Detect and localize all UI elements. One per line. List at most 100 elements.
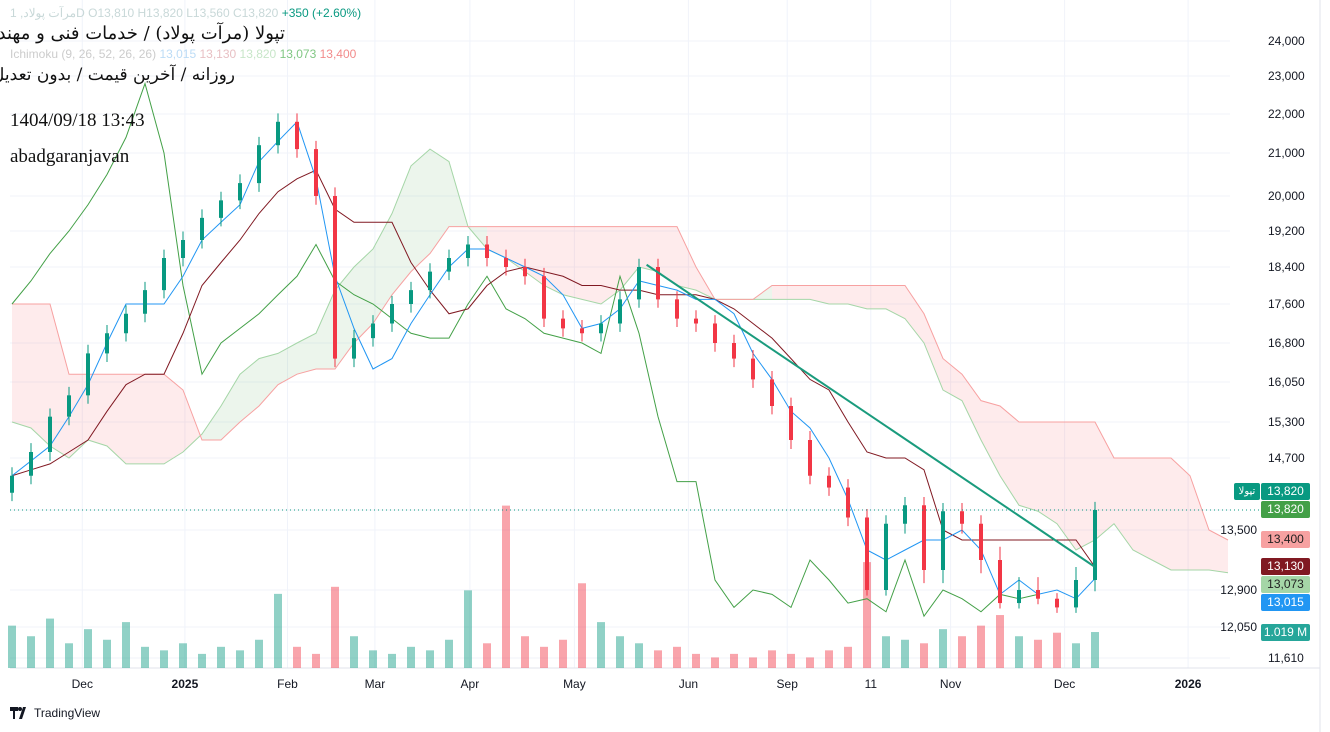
cloud-segment xyxy=(145,374,164,464)
y-tick-label: 15,300 xyxy=(1268,415,1305,429)
candle-body xyxy=(200,217,204,240)
candle-body xyxy=(67,395,71,417)
volume-bar xyxy=(274,593,282,668)
candle-body xyxy=(618,299,622,324)
candle-body xyxy=(29,452,33,476)
cloud-segment xyxy=(354,249,373,343)
y-tick-label: 20,000 xyxy=(1268,189,1305,203)
candle-body xyxy=(485,244,489,258)
volume-bar xyxy=(1015,636,1023,668)
volume-bar xyxy=(958,636,966,668)
candle-body xyxy=(599,323,603,334)
cloud-segment xyxy=(1019,422,1038,512)
cloud-segment xyxy=(31,304,50,446)
candle-body xyxy=(884,523,888,590)
candle-body xyxy=(827,475,831,488)
cloud-segment xyxy=(886,285,905,319)
x-tick-label: 11 xyxy=(865,677,878,691)
volume-bar xyxy=(597,622,605,668)
candle-body xyxy=(656,267,660,300)
ichimoku-tenkan: 13,015 xyxy=(159,47,197,61)
y-tick-label: 19,200 xyxy=(1268,224,1305,238)
price-tag: 13,130 xyxy=(1261,558,1310,575)
cloud-segment xyxy=(316,290,335,369)
volume-bar xyxy=(502,505,510,668)
volume-bar xyxy=(84,629,92,668)
volume-bar xyxy=(673,646,681,668)
cloud-segment xyxy=(582,226,601,304)
candle-body xyxy=(846,487,850,518)
chart-subtitle: روزانه / آخرین قیمت / بدون تعدیل xyxy=(0,65,235,85)
cloud-segment xyxy=(1209,530,1228,573)
cloud-segment xyxy=(1114,458,1133,550)
tradingview-logo[interactable]: TradingView xyxy=(10,706,100,720)
candle-body xyxy=(447,258,451,272)
x-tick-label: Nov xyxy=(940,677,961,691)
volume-bar xyxy=(445,639,453,668)
volume-bar xyxy=(103,639,111,668)
volume-bar xyxy=(1091,632,1099,668)
x-tick-label: 2025 xyxy=(172,677,199,691)
volume-bar xyxy=(331,586,339,668)
cloud-segment xyxy=(1133,458,1152,560)
cloud-segment xyxy=(69,374,88,458)
volume-bar xyxy=(8,625,16,668)
change-value: +350 (+2.60%) xyxy=(281,6,362,20)
candle-body xyxy=(295,121,299,150)
cloud-segment xyxy=(392,165,411,295)
candle-body xyxy=(770,379,774,406)
volume-bar xyxy=(920,643,928,668)
volume-bar xyxy=(578,583,586,668)
candle-body xyxy=(257,145,261,184)
candle-body xyxy=(1055,598,1059,608)
cloud-segment xyxy=(1095,422,1114,540)
cloud-segment xyxy=(50,304,69,458)
ichimoku-label: Ichimoku (9, 26, 52, 26, 26) xyxy=(10,47,157,61)
candle-body xyxy=(238,183,242,201)
candle-body xyxy=(998,560,1002,604)
volume-bar xyxy=(198,653,206,668)
volume-bar xyxy=(882,636,890,668)
cloud-segment xyxy=(1190,475,1209,570)
x-tick-label: Feb xyxy=(277,677,298,691)
candle-body xyxy=(86,353,90,396)
cloud-segment xyxy=(259,353,278,406)
volume-bar xyxy=(977,625,985,668)
volume-bar xyxy=(369,650,377,668)
volume-bar xyxy=(426,650,434,668)
cloud-segment xyxy=(430,149,449,254)
ichimoku-legend[interactable]: Ichimoku (9, 26, 52, 26, 26) 13,015 13,1… xyxy=(10,47,356,61)
price-tag: 13,400 xyxy=(1261,531,1310,548)
candle-body xyxy=(181,240,185,258)
y-tick-label: 17,600 xyxy=(1268,297,1305,311)
volume-bar xyxy=(521,636,529,668)
cloud-segment xyxy=(297,333,316,375)
y-tick-label: 24,000 xyxy=(1268,34,1305,48)
price-tag: 13,073 xyxy=(1261,576,1310,593)
candle-body xyxy=(903,505,907,524)
volume-bar xyxy=(255,639,263,668)
cloud-segment xyxy=(335,267,354,369)
candle-body xyxy=(751,358,755,380)
ohlc-legend: مرآت پولاد, 1D O13,810 H13,820 L13,560 C… xyxy=(10,6,361,20)
cloud-segment xyxy=(107,374,126,464)
cloud-segment xyxy=(88,374,107,446)
volume-bar xyxy=(350,636,358,668)
y-tick-label: 18,400 xyxy=(1268,260,1305,274)
candle-body xyxy=(466,244,470,258)
x-tick-label: Mar xyxy=(365,677,386,691)
cloud-segment xyxy=(544,226,563,295)
price-tag: 1.019 M xyxy=(1261,624,1310,641)
volume-bar xyxy=(939,629,947,668)
cloud-segment xyxy=(183,390,202,452)
candle-body xyxy=(561,318,565,329)
cloud-segment xyxy=(601,226,620,304)
candle-body xyxy=(542,276,546,319)
ichimoku-kijun: 13,130 xyxy=(199,47,237,61)
volume-bar xyxy=(654,650,662,668)
volume-bar xyxy=(483,643,491,668)
x-tick-label: May xyxy=(563,677,586,691)
y-tick-label: 13,500 xyxy=(1220,523,1257,537)
volume-bar xyxy=(787,653,795,668)
